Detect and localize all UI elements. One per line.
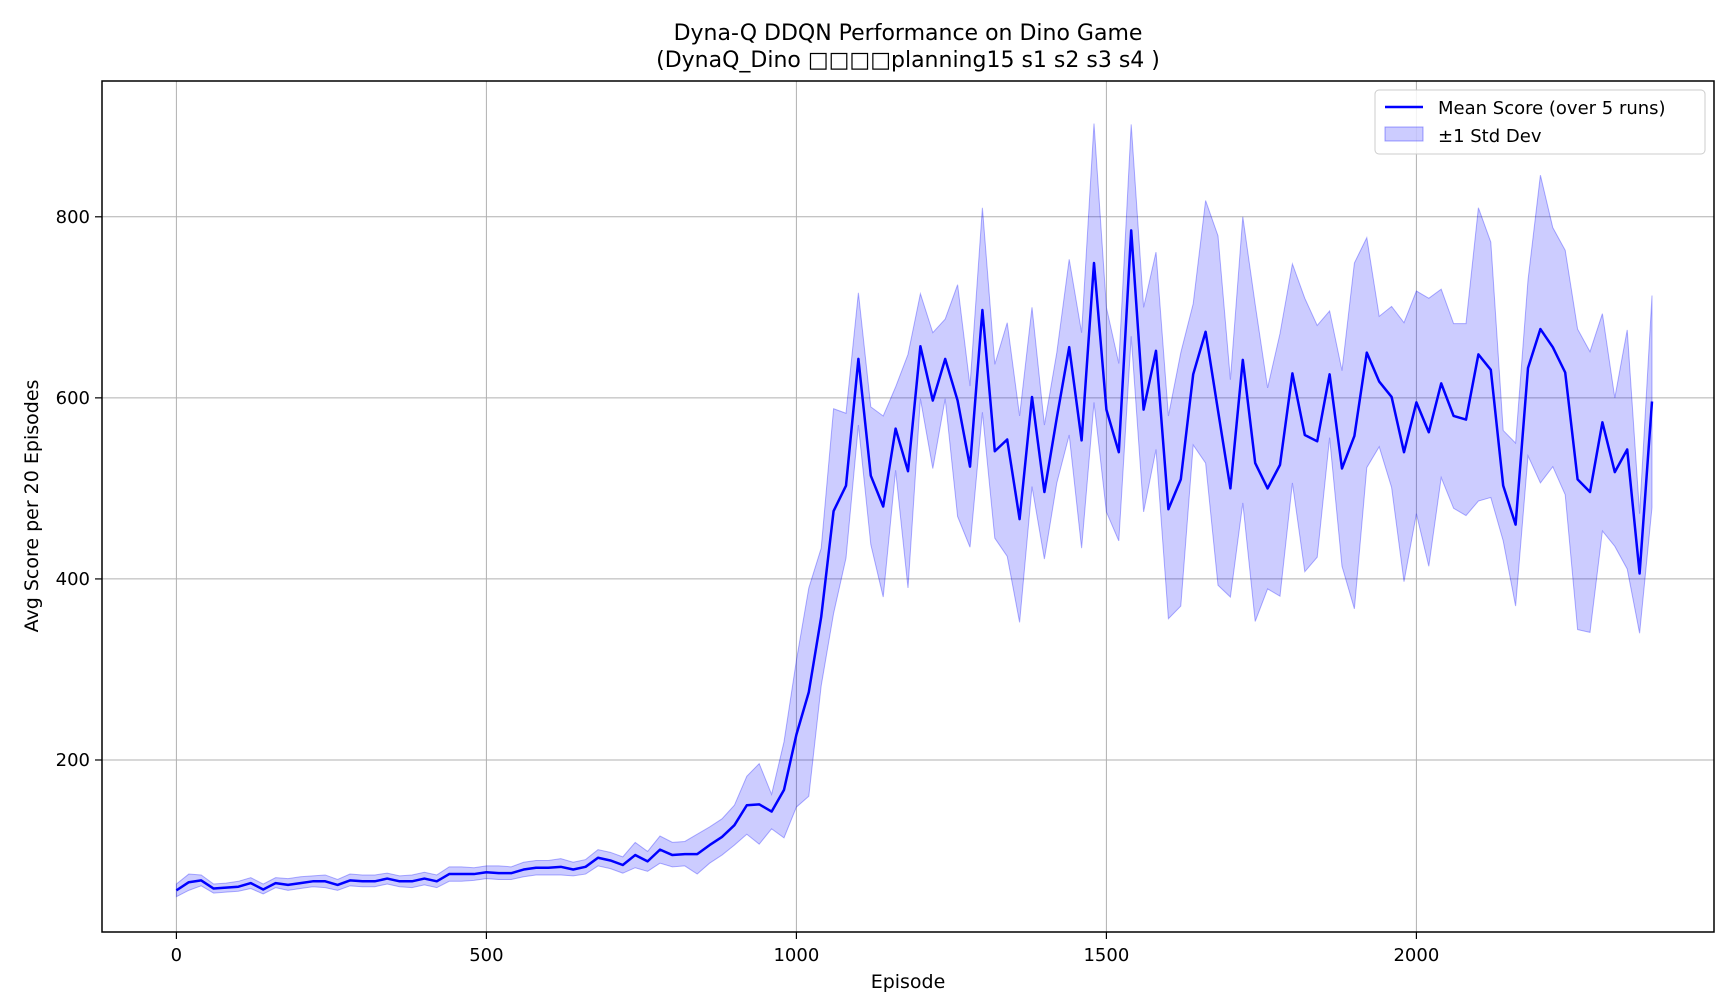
y-tick-label-1: 400 xyxy=(56,569,90,590)
y-tick-label-2: 600 xyxy=(56,388,90,409)
x-tick-label-4: 2000 xyxy=(1393,945,1439,966)
grid xyxy=(102,81,1714,932)
legend-box xyxy=(1374,89,1706,155)
x-axis-ticks: 0 500 1000 1500 2000 xyxy=(171,932,1439,966)
std-dev-band xyxy=(175,123,1653,898)
x-tick-label-1: 500 xyxy=(469,945,503,966)
y-tick-label-0: 200 xyxy=(56,750,90,771)
legend-mean-label: Mean Score (over 5 runs) xyxy=(1438,98,1666,119)
x-axis-label: Episode xyxy=(871,971,946,993)
legend: Mean Score (over 5 runs) ±1 Std Dev xyxy=(1374,89,1706,155)
y-axis-ticks: 200 400 600 800 xyxy=(56,207,102,771)
mean-line-layer xyxy=(175,229,1654,892)
legend-band-label: ±1 Std Dev xyxy=(1438,126,1542,147)
x-tick-label-3: 1500 xyxy=(1083,945,1129,966)
x-tick-label-2: 1000 xyxy=(773,945,819,966)
std-band-layer xyxy=(175,123,1653,898)
legend-band-swatch xyxy=(1384,126,1424,142)
y-axis-label: Avg Score per 20 Episodes xyxy=(21,380,43,633)
x-tick-label-0: 0 xyxy=(171,945,182,966)
y-tick-label-3: 800 xyxy=(56,207,90,228)
plot-frame xyxy=(101,80,1715,933)
chart-subtitle: (DynaQ_Dino □□□□planning15 s1 s2 s3 s4 ) xyxy=(656,48,1160,73)
mean-score-line xyxy=(175,229,1654,892)
chart-title: Dyna-Q DDQN Performance on Dino Game xyxy=(674,21,1143,46)
